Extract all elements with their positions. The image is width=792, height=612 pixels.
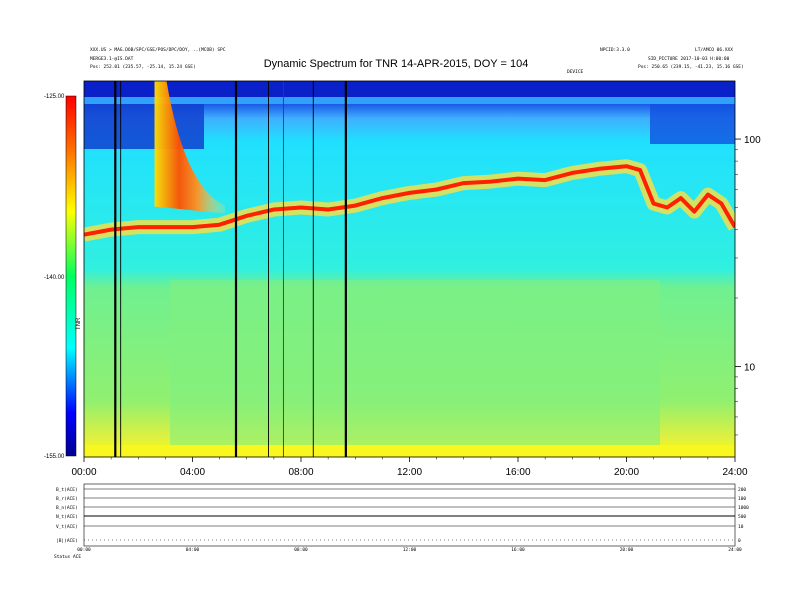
data-gap-line <box>114 81 117 457</box>
header-right-line2: SID_PICTURE 2017-10-03 H:00:00 <box>648 57 730 62</box>
y-tick-label: 10 <box>744 362 756 373</box>
header-mid-small: DEVICE <box>567 70 584 75</box>
x-tick-label: 00:00 <box>71 467 96 478</box>
panel-x-label: 08:00 <box>294 547 308 553</box>
colorbar-tick-bottom: -155.00 <box>44 454 65 460</box>
header-left-line2: MERGE3.1-@IS.DAT <box>90 57 134 62</box>
x-tick-label: 04:00 <box>180 467 205 478</box>
plasma-line <box>84 164 735 237</box>
panel-row-label: V_t(ACE) <box>56 524 78 530</box>
panel-x-label: 24:00 <box>728 547 742 553</box>
x-tick-label: 12:00 <box>397 467 422 478</box>
colorbar-tick-top: -125.00 <box>44 94 65 100</box>
panel-x-label: 20:00 <box>620 547 634 553</box>
panel-row-label: B_n(ACE) <box>56 505 78 511</box>
header-left-line3: Pos: 252.01 (235.57, -25.14, 15.24 GSE) <box>90 65 196 70</box>
spectrogram-yellow-floor <box>84 445 735 457</box>
data-gap-line <box>344 81 347 457</box>
panel-x-label: 04:00 <box>186 547 200 553</box>
panel-x-label: 12:00 <box>403 547 417 553</box>
panel-right-tick: 0 <box>738 538 741 544</box>
panel-row-label: B_t(ACE) <box>56 487 78 493</box>
x-tick-label: 20:00 <box>614 467 639 478</box>
type-iii-burst <box>154 81 226 214</box>
thin-data-line <box>120 81 122 457</box>
panel-right-tick: 500 <box>738 514 746 520</box>
data-gap-line <box>234 81 238 457</box>
panel-footer-label: Status ACE <box>54 554 81 560</box>
header-right-line3: Pos: 250.65 (239.15, -41.23, 15.16 GSE) <box>638 65 744 70</box>
colorbar <box>65 95 77 457</box>
header-right-line1a: NPCID:3.3.0 <box>600 48 630 53</box>
y-tick-label: 100 <box>744 135 761 146</box>
x-tick-label: 24:00 <box>722 467 747 478</box>
panel-right-tick: 200 <box>738 487 746 493</box>
header-left-line1: XXX.US > MAG.DOB/SPC/GSE/POS/DPC/DOY, ..… <box>90 48 226 53</box>
panel-right-tick: 10 <box>738 524 744 530</box>
spectrogram-upper-dark <box>84 104 204 149</box>
panel-row-label: N_t(ACE) <box>56 514 78 520</box>
colorbar-label: TNR <box>76 317 82 330</box>
panel-x-label: 00:00 <box>77 547 91 553</box>
panel-row-label: |B|(ACE) <box>56 538 78 544</box>
spectrogram-top-band <box>84 81 735 99</box>
spectrogram-top-band-light <box>84 97 735 104</box>
panel-row-label: B_r(ACE) <box>56 496 78 502</box>
thin-data-line <box>268 81 269 457</box>
panel-right-tick: 1000 <box>738 505 749 511</box>
header-right-line1b: LT/AMCO 06.XXX <box>695 48 733 53</box>
x-tick-label: 08:00 <box>288 467 313 478</box>
thin-data-line <box>282 81 284 457</box>
chart-title: Dynamic Spectrum for TNR 14-APR-2015, DO… <box>263 58 529 70</box>
panel-right-tick: 100 <box>738 496 746 502</box>
spectrogram-green-region <box>170 280 660 445</box>
x-tick-label: 16:00 <box>505 467 530 478</box>
spectrogram-upper-dark-right <box>650 104 735 144</box>
panel-x-label: 16:00 <box>511 547 525 553</box>
thin-data-line <box>312 81 314 457</box>
colorbar-tick-mid: -140.00 <box>44 275 65 281</box>
